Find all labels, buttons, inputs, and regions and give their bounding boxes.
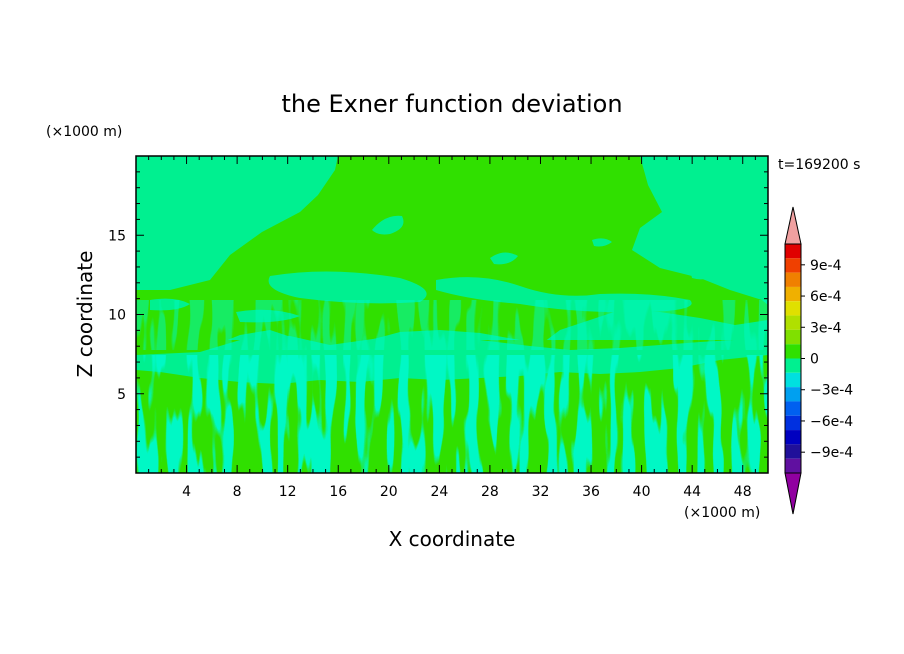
colorbar-tick-label: 3e-4 xyxy=(810,320,842,336)
y-unit-label: (×1000 m) xyxy=(46,124,122,140)
colorbar-tick-label: 9e-4 xyxy=(810,258,842,274)
colorbar-segment xyxy=(785,372,801,388)
colorbar-tick-label: 6e-4 xyxy=(810,289,842,305)
field-noise-upper xyxy=(136,300,768,350)
x-tick-label: 28 xyxy=(481,484,499,500)
x-tick-label: 4 xyxy=(182,484,191,500)
y-tick-label: 5 xyxy=(117,387,126,403)
x-tick-label: 24 xyxy=(430,484,448,500)
colorbar-segment xyxy=(785,301,801,316)
x-tick-label: 20 xyxy=(380,484,398,500)
colorbar-segment xyxy=(785,244,801,259)
y-axis-label: Z coordinate xyxy=(73,251,97,378)
x-tick-label: 44 xyxy=(683,484,701,500)
colorbar-tick-label: −3e-4 xyxy=(810,383,853,399)
colorbar-segment xyxy=(785,430,801,445)
colorbar-segment xyxy=(785,286,801,302)
colorbar-min-arrow xyxy=(784,472,802,515)
plot-area xyxy=(136,156,768,473)
colorbar-tick-label: 0 xyxy=(810,352,819,368)
x-axis-ticks: 4 8 12 16 20 24 28 32 36 40 44 48 xyxy=(148,156,756,500)
colorbar-segment xyxy=(785,415,801,431)
colorbar: 9e-4 6e-4 3e-4 0 −3e-4 −6e-4 −9e-4 xyxy=(784,206,853,515)
x-tick-label: 32 xyxy=(532,484,550,500)
colorbar-max-arrow xyxy=(784,206,802,245)
x-tick-label: 40 xyxy=(633,484,651,500)
x-tick-label: 8 xyxy=(233,484,242,500)
x-unit-label: (×1000 m) xyxy=(684,505,760,521)
colorbar-tick-label: −9e-4 xyxy=(810,445,853,461)
field-dome-holes xyxy=(150,215,716,323)
colorbar-segment xyxy=(785,401,801,416)
colorbar-segment xyxy=(785,258,801,273)
colorbar-segment xyxy=(785,272,801,287)
x-tick-label: 12 xyxy=(279,484,297,500)
colorbar-segment xyxy=(785,329,801,345)
colorbar-segment xyxy=(785,444,801,459)
colorbar-segment xyxy=(785,458,801,473)
field-noise-texture xyxy=(136,355,768,473)
y-tick-label: 10 xyxy=(108,308,126,324)
x-tick-label: 36 xyxy=(582,484,600,500)
x-tick-label: 48 xyxy=(734,484,752,500)
colorbar-segment xyxy=(785,344,801,359)
chart-title: the Exner function deviation xyxy=(281,90,622,118)
colorbar-segment xyxy=(785,315,801,330)
colorbar-tick-label: −6e-4 xyxy=(810,414,853,430)
x-axis-label: X coordinate xyxy=(389,527,516,551)
colorbar-segment xyxy=(785,358,801,373)
colorbar-segment xyxy=(785,387,801,402)
y-tick-label: 15 xyxy=(108,228,126,244)
x-tick-label: 16 xyxy=(329,484,347,500)
time-label: t=169200 s xyxy=(778,157,860,173)
y-axis-ticks: 5 10 15 xyxy=(108,171,768,458)
